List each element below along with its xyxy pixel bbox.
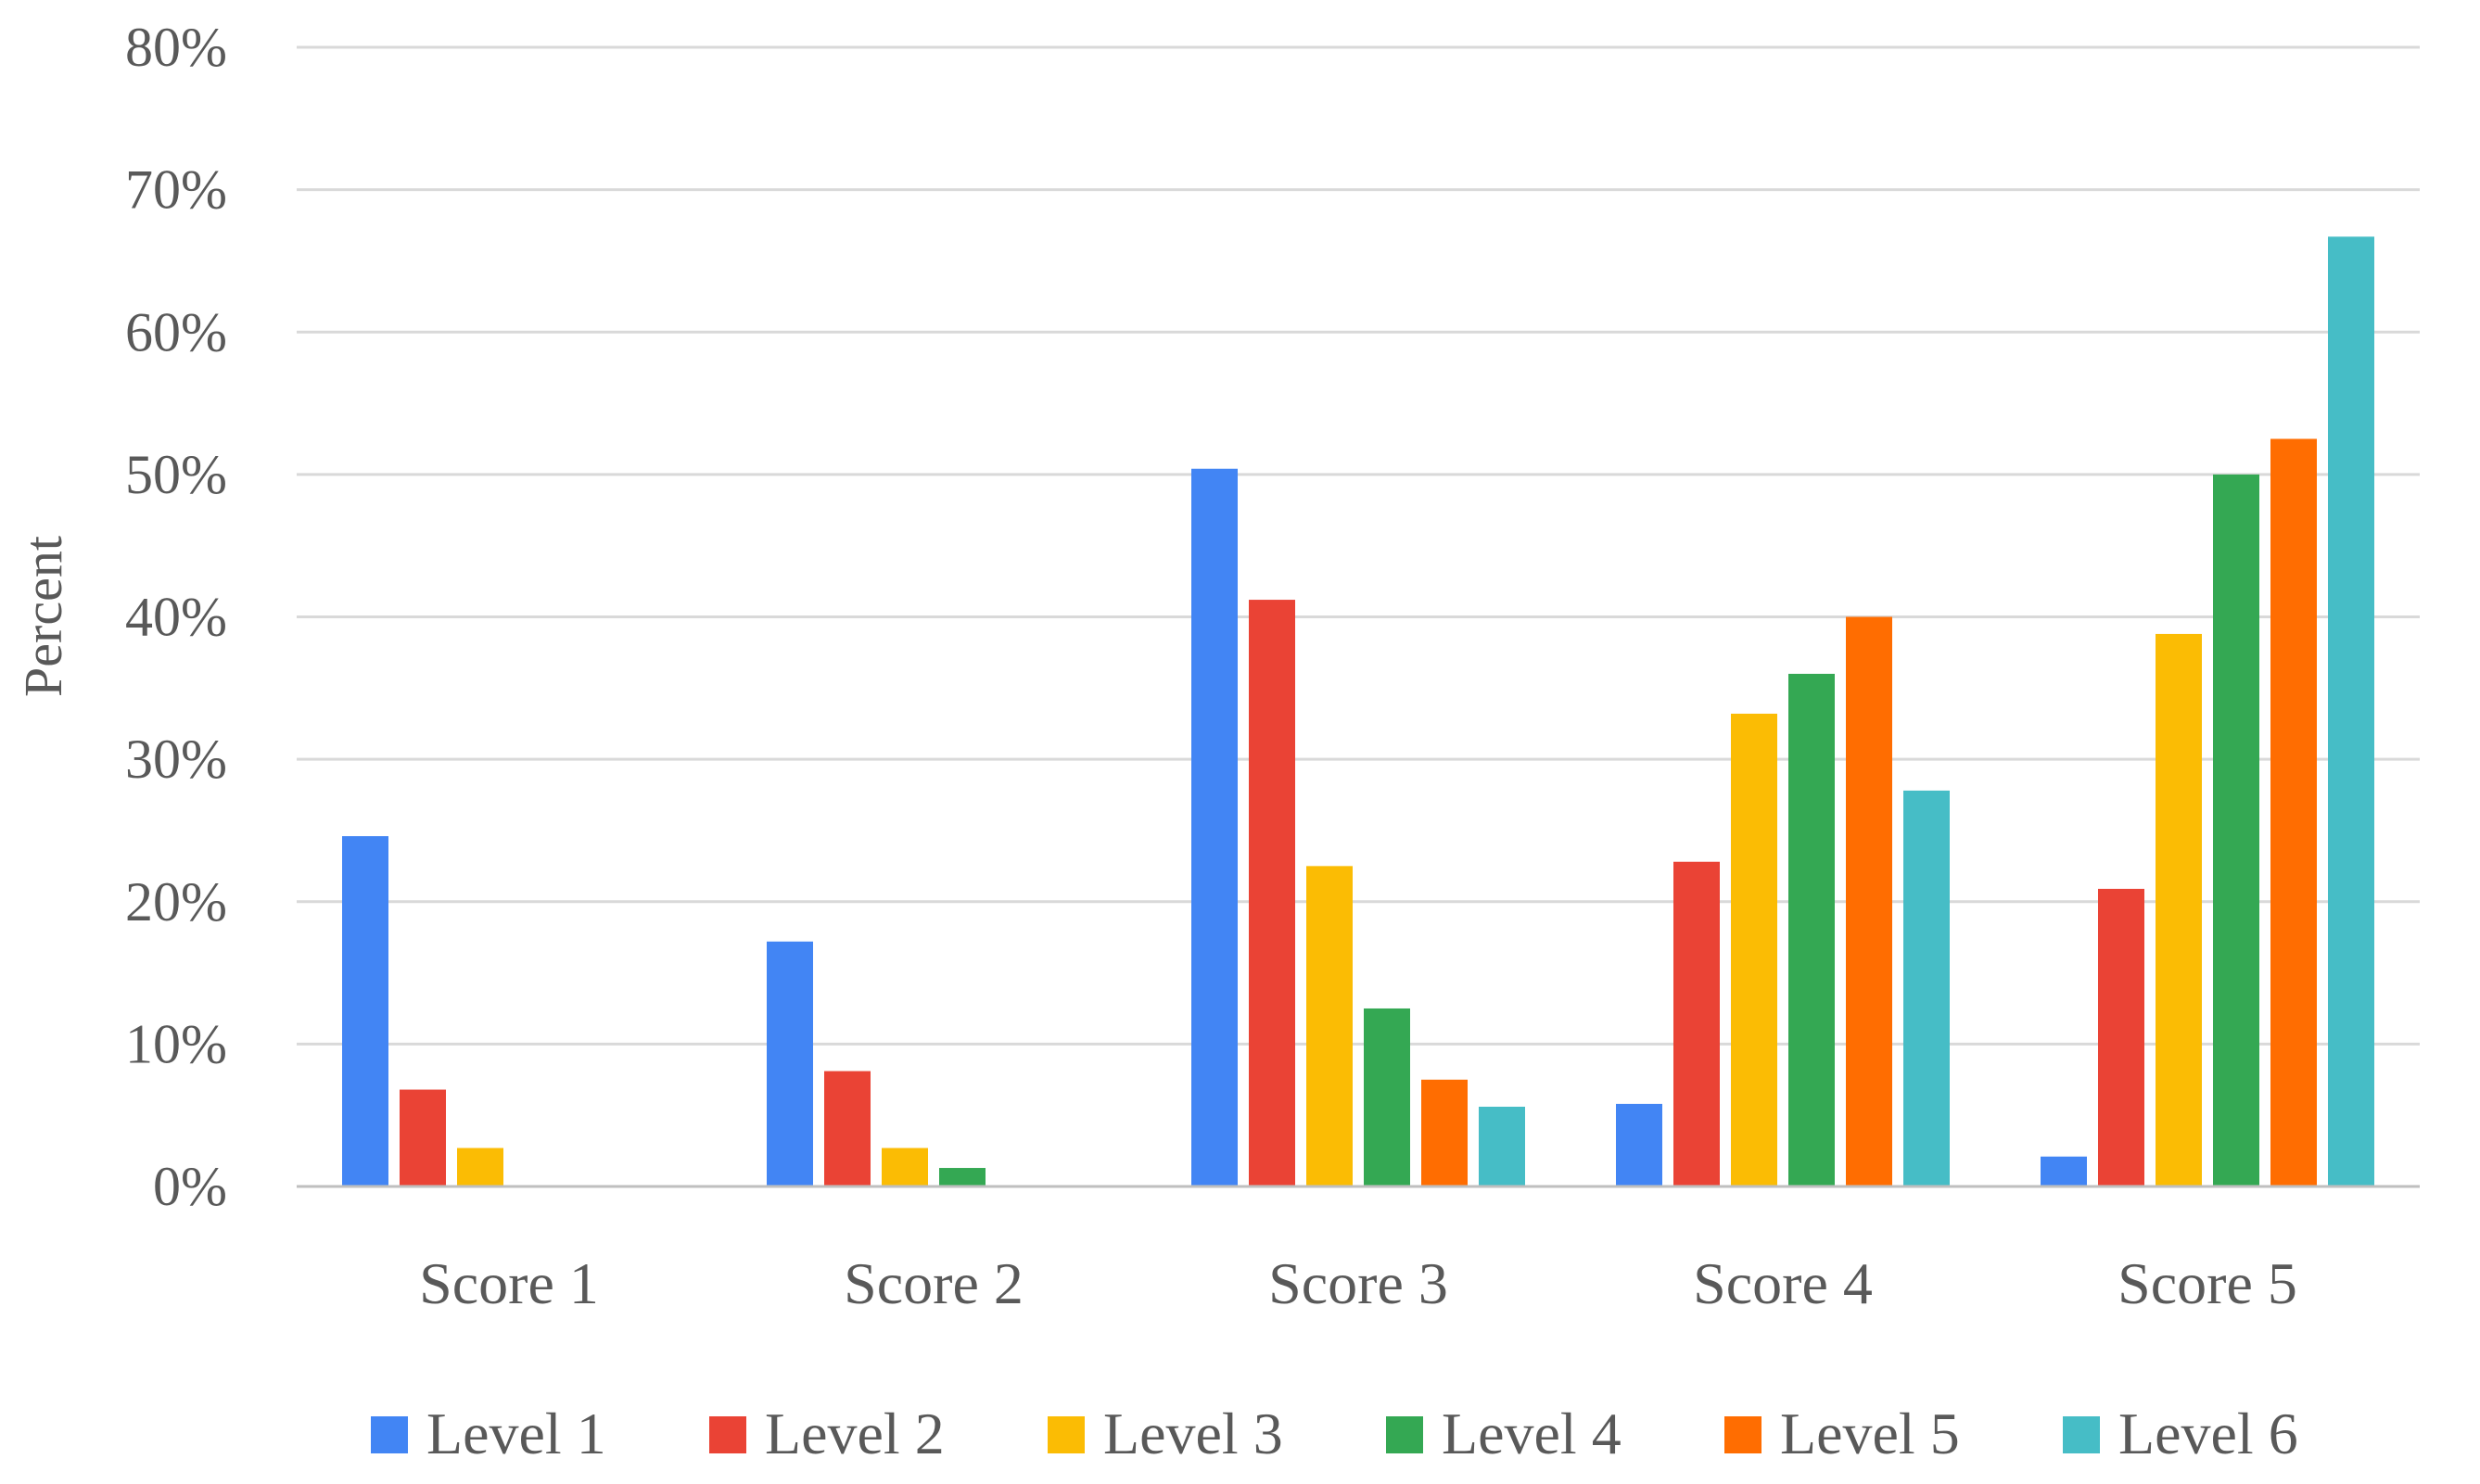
bar-score-3-level-5 [1421, 1079, 1468, 1186]
y-tick-label: 80% [125, 17, 227, 78]
x-category-label: Score 4 [1693, 1250, 1873, 1316]
legend-swatch [1724, 1416, 1761, 1453]
bar-score-1-level-1 [342, 836, 388, 1186]
bar-score-2-level-3 [882, 1148, 928, 1186]
bar-score-3-level-6 [1479, 1106, 1525, 1186]
legend-swatch [371, 1416, 408, 1453]
bar-score-2-level-2 [824, 1071, 871, 1186]
bar-score-5-level-1 [2041, 1156, 2087, 1186]
bar-score-5-level-4 [2213, 474, 2259, 1186]
legend-label: Level 6 [2118, 1401, 2298, 1466]
legend-label: Level 4 [1442, 1401, 1622, 1466]
legend-swatch [709, 1416, 746, 1453]
legend-label: Level 1 [426, 1401, 606, 1466]
bar-score-1-level-2 [400, 1089, 446, 1186]
bar-score-4-level-4 [1788, 673, 1835, 1186]
x-axis: Score 1 Score 2 Score 3 Score 4 Score 5 [297, 1185, 2420, 1316]
bar-score-1-level-3 [457, 1148, 503, 1186]
y-axis-ticks: 0% 10% 20% 30% 40% 50% 60% 70% 80% [125, 17, 227, 1217]
legend-label: Level 5 [1780, 1401, 1960, 1466]
y-tick-label: 70% [125, 159, 227, 221]
bar-score-3-level-4 [1364, 1008, 1410, 1186]
gridlines [297, 45, 2420, 1046]
bar-score-3-level-3 [1306, 866, 1353, 1186]
bar-score-5-level-2 [2098, 888, 2144, 1186]
bar-score-4-level-1 [1616, 1103, 1662, 1186]
bar-score-4-level-2 [1673, 861, 1720, 1186]
x-category-label: Score 3 [1268, 1250, 1448, 1316]
bar-score-5-level-5 [2270, 438, 2317, 1186]
bar-score-2-level-4 [939, 1168, 986, 1186]
bar-score-4-level-6 [1903, 790, 1950, 1186]
bar-score-4-level-5 [1846, 616, 1892, 1186]
y-tick-label: 10% [125, 1013, 227, 1074]
bar-score-3-level-1 [1191, 468, 1238, 1187]
x-category-label: Score 5 [2118, 1250, 2297, 1316]
bar-score-5-level-6 [2328, 236, 2374, 1186]
bar-score-5-level-3 [2156, 633, 2202, 1186]
legend-swatch [1386, 1416, 1423, 1453]
x-category-label: Score 1 [419, 1250, 599, 1316]
x-category-label: Score 2 [844, 1250, 1024, 1316]
legend-swatch [1048, 1416, 1085, 1453]
bar-score-4-level-3 [1731, 713, 1777, 1186]
legend-label: Level 3 [1103, 1401, 1283, 1466]
y-tick-label: 40% [125, 587, 227, 648]
y-tick-label: 30% [125, 729, 227, 790]
y-axis-title: Percent [13, 536, 73, 697]
legend-label: Level 2 [765, 1401, 945, 1466]
y-tick-label: 20% [125, 871, 227, 932]
y-tick-label: 0% [153, 1156, 227, 1217]
legend: Level 1 Level 2 Level 3 Level 4 Level 5 Level… [371, 1401, 2298, 1466]
bars [342, 236, 2374, 1187]
legend-swatch [2063, 1416, 2100, 1453]
y-tick-label: 50% [125, 444, 227, 505]
bar-score-2-level-1 [767, 941, 813, 1186]
bar-score-3-level-2 [1249, 600, 1295, 1186]
y-tick-label: 60% [125, 301, 227, 362]
